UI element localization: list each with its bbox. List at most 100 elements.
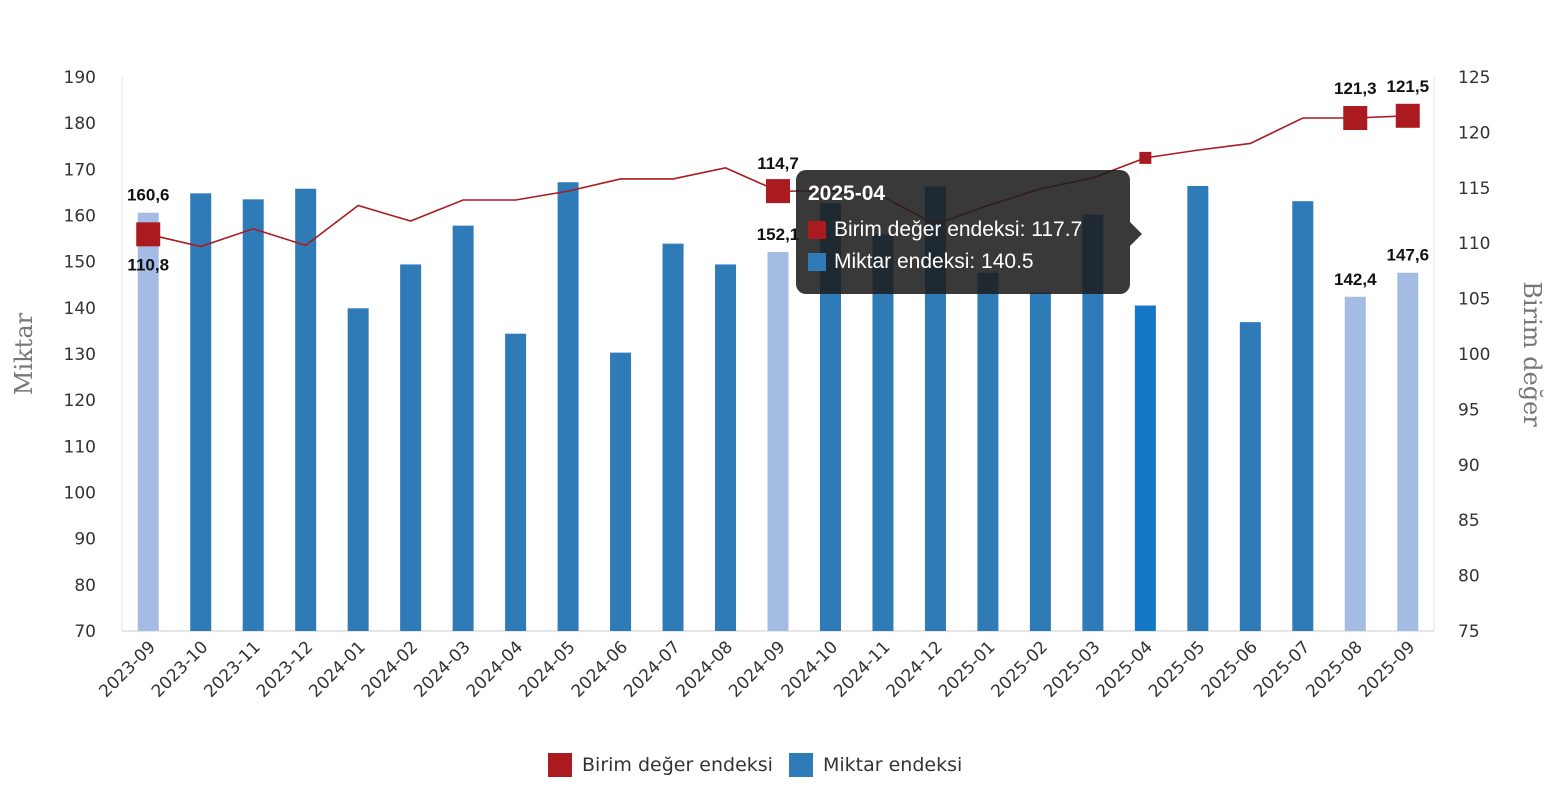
- line-data-label: 121,5: [1386, 77, 1429, 96]
- line-data-label: 121,3: [1334, 79, 1377, 98]
- x-tick-label: 2023-10: [148, 637, 212, 701]
- marker-2025-04[interactable]: [1139, 151, 1152, 164]
- x-tick-label: 2025-02: [988, 637, 1052, 701]
- left-tick-label: 90: [74, 530, 96, 550]
- x-tick-label: 2024-01: [305, 637, 369, 701]
- legend-item-miktar[interactable]: Miktar endeksi: [788, 753, 963, 777]
- legend-label-birim: Birim değer endeksi: [582, 754, 773, 776]
- bar-2024-12[interactable]: [924, 186, 946, 632]
- bar-2024-07[interactable]: [662, 243, 684, 631]
- bar-2024-04[interactable]: [505, 333, 527, 631]
- bar-2023-12[interactable]: [295, 188, 317, 631]
- right-tick-label: 90: [1458, 456, 1480, 476]
- bar-2025-05[interactable]: [1187, 185, 1209, 631]
- x-tick-label: 2024-05: [515, 637, 579, 701]
- bar-2025-08[interactable]: [1344, 296, 1366, 631]
- x-tick-label: 2025-01: [935, 637, 999, 701]
- right-tick-label: 80: [1458, 567, 1480, 587]
- bar-2024-08[interactable]: [715, 264, 737, 631]
- x-tick-label: 2023-09: [95, 637, 159, 701]
- left-tick-label: 110: [64, 437, 96, 457]
- bar-2025-03[interactable]: [1082, 214, 1104, 631]
- x-tick-label: 2025-04: [1093, 637, 1157, 701]
- bar-2025-02[interactable]: [1029, 292, 1051, 631]
- left-tick-label: 80: [74, 576, 96, 596]
- data-labels: 160,6 110,8 152,1 114,7 142,4 121,3 147,6 121,5: [127, 77, 1429, 289]
- x-tick-label: 2024-12: [883, 637, 947, 701]
- marker-2024-09[interactable]: [766, 179, 790, 204]
- x-tick-label: 2025-03: [1040, 637, 1104, 701]
- legend: Birim değer endeksi Miktar endeksi: [548, 753, 962, 777]
- x-tick-label: 2024-04: [463, 637, 527, 701]
- marker-2025-08[interactable]: [1343, 105, 1368, 130]
- bar-2025-07[interactable]: [1292, 201, 1314, 631]
- left-axis-ticks: 70 80 90 100 110 120 130 140 150 160 170 180 190: [64, 68, 96, 642]
- x-tick-label: 2025-09: [1355, 637, 1419, 701]
- right-tick-label: 100: [1458, 345, 1490, 365]
- x-tick-label: 2025-06: [1197, 637, 1261, 701]
- x-tick-label: 2024-08: [673, 637, 737, 701]
- bar-2023-11[interactable]: [242, 199, 264, 631]
- bar-data-label: 152,1: [757, 225, 800, 244]
- tooltip-swatch-miktar: [808, 253, 826, 271]
- x-tick-label: 2024-09: [725, 637, 789, 701]
- legend-swatch-birim: [548, 753, 572, 777]
- tooltip-swatch-birim: [808, 221, 826, 239]
- x-tick-label: 2024-11: [830, 637, 894, 701]
- left-tick-label: 150: [64, 253, 96, 273]
- legend-swatch-miktar: [788, 753, 813, 777]
- left-tick-label: 120: [64, 391, 96, 411]
- marker-2025-09[interactable]: [1395, 103, 1420, 128]
- bar-2024-03[interactable]: [452, 225, 474, 631]
- x-tick-label: 2024-10: [778, 637, 842, 701]
- bar-2025-06[interactable]: [1239, 322, 1261, 631]
- right-tick-label: 110: [1458, 234, 1490, 254]
- miktar-bars: [137, 182, 1419, 632]
- left-tick-label: 160: [64, 207, 96, 227]
- legend-label-miktar: Miktar endeksi: [822, 754, 963, 776]
- bar-2023-10[interactable]: [190, 193, 212, 631]
- bar-2025-09[interactable]: [1397, 272, 1419, 631]
- bar-2024-11[interactable]: [872, 234, 894, 631]
- left-tick-label: 140: [64, 299, 96, 319]
- x-tick-label: 2024-07: [620, 637, 684, 701]
- bar-2024-02[interactable]: [400, 264, 422, 631]
- x-tick-label: 2023-12: [253, 637, 317, 701]
- right-axis-title: Birim değer: [1518, 281, 1546, 427]
- x-tick-label: 2024-03: [410, 637, 474, 701]
- marker-2023-09[interactable]: [136, 222, 161, 247]
- x-tick-label: 2023-11: [200, 637, 264, 701]
- bar-2025-01[interactable]: [977, 272, 999, 631]
- legend-item-birim[interactable]: Birim değer endeksi: [548, 753, 773, 777]
- tooltip-label-birim: Birim değer endeksi: 117.7: [834, 218, 1083, 241]
- right-tick-label: 105: [1458, 290, 1490, 310]
- bar-data-label: 147,6: [1386, 246, 1429, 265]
- x-tick-label: 2025-05: [1145, 637, 1209, 701]
- left-axis-title: Miktar: [10, 312, 38, 395]
- left-tick-label: 70: [74, 622, 96, 642]
- x-tick-label: 2025-08: [1302, 637, 1366, 701]
- tooltip-label-miktar: Miktar endeksi: 140.5: [834, 250, 1034, 273]
- bar-2024-10[interactable]: [819, 203, 841, 631]
- bar-2024-06[interactable]: [610, 352, 632, 631]
- right-tick-label: 120: [1458, 123, 1490, 143]
- right-tick-label: 95: [1458, 400, 1480, 420]
- bar-data-label: 142,4: [1334, 270, 1377, 289]
- right-tick-label: 85: [1458, 511, 1480, 531]
- x-tick-label: 2024-06: [568, 637, 632, 701]
- bar-2024-05[interactable]: [557, 182, 579, 631]
- tooltip-row-birim: Birim değer endeksi: 117.7: [808, 218, 1118, 242]
- bar-2023-09[interactable]: [137, 212, 159, 632]
- left-tick-label: 130: [64, 345, 96, 365]
- x-tick-label: 2025-07: [1250, 637, 1314, 701]
- bar-2025-04[interactable]: [1134, 305, 1156, 631]
- bar-2024-09[interactable]: [767, 251, 789, 631]
- left-tick-label: 180: [64, 114, 96, 134]
- bar-data-label: 160,6: [127, 186, 170, 205]
- birim-markers: [136, 103, 1420, 247]
- right-tick-label: 75: [1458, 622, 1480, 642]
- bar-2024-01[interactable]: [347, 308, 369, 631]
- line-data-label: 114,7: [757, 154, 799, 173]
